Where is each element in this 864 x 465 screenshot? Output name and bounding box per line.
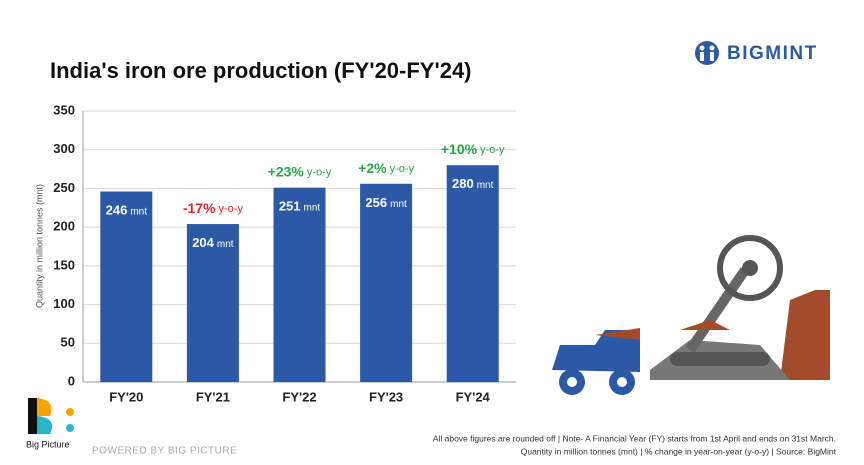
value-number: 204: [192, 235, 214, 250]
y-tick-label: 250: [53, 180, 75, 195]
value-unit: mnt: [217, 239, 234, 250]
bar: [100, 191, 153, 382]
chart-title: India's iron ore production (FY'20-FY'24…: [50, 58, 472, 83]
bar: [273, 187, 326, 382]
yoy-change: +23%: [268, 163, 305, 179]
yoy-change: +10%: [441, 141, 478, 157]
x-tick-label: FY'22: [282, 389, 316, 404]
bar: [186, 224, 239, 382]
bar: [446, 165, 499, 382]
x-tick-label: FY'20: [109, 389, 143, 404]
value-label: 280 mnt: [452, 177, 494, 192]
y-tick-label: 50: [61, 335, 75, 350]
value-label: 256 mnt: [365, 195, 407, 210]
value-number: 256: [365, 195, 387, 210]
y-tick-label: 300: [53, 141, 75, 156]
brand-logo: [695, 41, 719, 65]
value-unit: mnt: [130, 206, 147, 217]
y-tick-label: 150: [53, 257, 75, 272]
value-number: 251: [279, 199, 301, 214]
y-axis-label: Quantity in million tonnes (mnt): [34, 184, 44, 308]
value-label: 251 mnt: [279, 199, 321, 214]
yoy-suffix: y-o-y: [219, 203, 244, 215]
x-tick-label: FY'21: [196, 389, 230, 404]
footer-logo-text: Big Picture: [26, 439, 70, 449]
brand-name: BIGMINT: [727, 43, 818, 64]
powered-by: POWERED BY BIG PICTURE: [92, 446, 237, 457]
value-number: 280: [452, 177, 474, 192]
yoy-label: +10% y-o-y: [441, 141, 505, 157]
y-tick-label: 350: [53, 102, 75, 117]
yoy-change: -17%: [183, 200, 216, 216]
yoy-change: +2%: [358, 159, 387, 175]
value-label: 246 mnt: [106, 203, 148, 218]
yoy-label: +2% y-o-y: [358, 159, 414, 175]
y-tick-label: 200: [53, 219, 75, 234]
value-unit: mnt: [304, 202, 321, 213]
x-tick-label: FY'23: [369, 389, 403, 404]
footnote: Quantity in million tonnes (mnt) | % cha…: [521, 446, 837, 456]
x-tick-label: FY'24: [456, 389, 491, 404]
y-tick-label: 0: [68, 373, 75, 388]
value-label: 204 mnt: [192, 235, 234, 250]
bar: [360, 183, 413, 382]
value-unit: mnt: [390, 198, 407, 209]
yoy-label: -17% y-o-y: [183, 200, 244, 216]
footer-logo: [28, 398, 74, 434]
y-tick-label: 100: [53, 296, 75, 311]
yoy-suffix: y-o-y: [480, 144, 505, 156]
yoy-suffix: y-o-y: [390, 163, 415, 175]
value-number: 246: [106, 203, 128, 218]
footnote: All above figures are rounded off | Note…: [433, 433, 836, 443]
yoy-label: +23% y-o-y: [268, 163, 332, 179]
yoy-suffix: y-o-y: [307, 167, 332, 179]
mining-illustration: [552, 235, 830, 395]
value-unit: mnt: [477, 180, 494, 191]
